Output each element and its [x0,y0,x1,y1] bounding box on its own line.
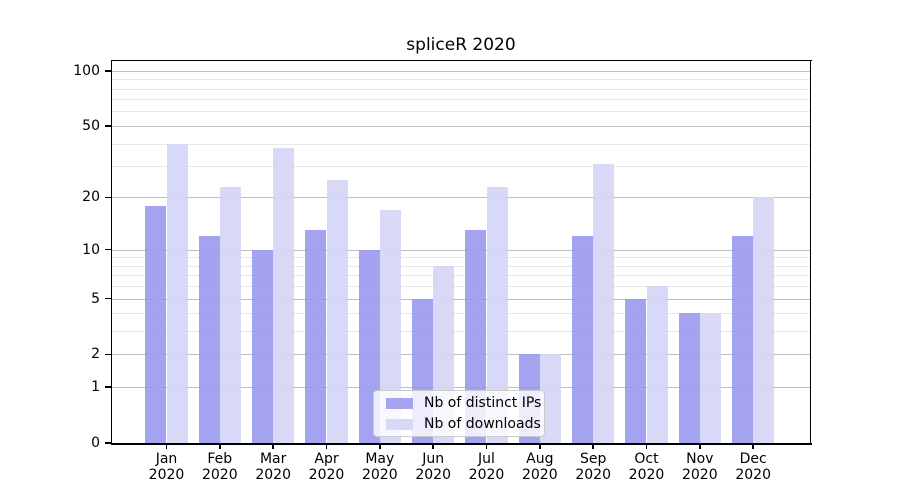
axis-spine-right [809,59,811,445]
bar-distinct-ips-sep-2020 [571,236,594,443]
x-tick-mark [539,444,541,449]
x-tick-label: Mar 2020 [255,451,291,483]
legend-label-distinct-ips: Nb of distinct IPs [424,394,542,411]
y-tick-mark [105,196,111,199]
bar-distinct-ips-mar-2020 [251,249,274,443]
bar-distinct-ips-jan-2020 [145,205,167,443]
legend-item-downloads: Nb of downloads [386,415,544,432]
gridline-major [112,197,810,199]
x-tick-label: Feb 2020 [201,451,238,483]
y-tick-label: 10 [82,241,100,258]
gridline-major [112,70,810,72]
gridline-major [112,298,810,300]
legend: Nb of distinct IPs Nb of downloads [373,390,545,437]
legend-label-downloads: Nb of downloads [424,415,541,432]
bar-downloads-feb-2020 [219,186,242,443]
bar-distinct-ips-apr-2020 [305,230,327,443]
x-tick-label: Nov 2020 [681,451,718,483]
y-tick-mark [105,248,111,251]
bar-downloads-aug-2020 [539,354,562,443]
chart-title: spliceR 2020 [406,35,516,55]
gridline-minor [112,166,810,167]
x-tick-mark [325,444,328,449]
y-tick-mark [105,125,111,127]
x-tick-mark [699,444,701,449]
y-tick-label: 5 [91,290,100,307]
x-tick-label: Aug 2020 [521,451,558,483]
gridline-minor [112,111,810,113]
y-tick-label: 2 [91,346,100,363]
y-tick-label: 1 [91,379,100,396]
gridline-minor [112,257,810,259]
bar-distinct-ips-dec-2020 [731,236,754,443]
gridline-minor [112,265,810,267]
bar-downloads-nov-2020 [699,313,722,443]
bar-distinct-ips-oct-2020 [625,298,647,443]
x-tick-mark [752,444,754,449]
y-tick-mark [105,297,111,300]
gridline-minor [112,331,810,333]
gridline-minor [112,275,810,277]
gridline-minor [112,286,810,288]
gridline-minor [112,88,810,90]
x-tick-label: May 2020 [361,451,398,483]
y-tick-label: 50 [82,117,100,134]
x-tick-label: Jan 2020 [148,451,185,483]
x-tick-mark [485,444,488,449]
gridline-major [112,125,810,127]
x-tick-label: Jun 2020 [415,451,451,483]
bar-downloads-jan-2020 [166,143,188,443]
y-tick-mark [105,70,111,72]
bar-downloads-apr-2020 [326,180,348,443]
axis-spine-bottom [110,443,812,445]
gridline-minor [112,143,810,145]
legend-swatch-downloads [386,418,413,430]
bar-downloads-sep-2020 [593,163,615,443]
axis-spine-top [110,59,812,61]
x-tick-mark [432,444,434,449]
bar-downloads-oct-2020 [646,286,668,443]
legend-item-distinct-ips: Nb of distinct IPs [386,394,544,411]
x-tick-mark [379,444,381,449]
x-tick-label: Sep 2020 [575,451,611,483]
bar-downloads-mar-2020 [273,147,295,443]
gridline-minor [112,79,810,81]
y-tick-label: 20 [82,189,100,206]
gridline-major [112,249,810,251]
bar-distinct-ips-jul-2020 [465,230,487,443]
gridline-minor [112,99,810,101]
y-tick-label: 100 [73,62,100,79]
axis-spine-left [110,59,112,445]
legend-swatch-distinct-ips [386,397,413,409]
y-tick-mark [105,353,111,356]
bar-downloads-dec-2020 [753,197,775,443]
y-tick-label: 0 [91,435,100,451]
gridline-major [112,387,810,389]
x-tick-mark [645,444,648,449]
gridline-minor [112,313,810,315]
x-tick-label: Jul 2020 [468,451,505,483]
bar-distinct-ips-nov-2020 [678,313,700,443]
y-tick-mark [105,442,111,444]
x-tick-label: Oct 2020 [628,451,665,483]
x-tick-label: Apr 2020 [308,451,345,483]
x-tick-mark [272,444,274,449]
bar-distinct-ips-feb-2020 [198,236,220,443]
y-tick-mark [105,386,111,388]
x-tick-mark [219,444,221,449]
gridline-major [112,354,810,356]
x-tick-mark [592,444,594,449]
bar-downloads-may-2020 [379,209,402,443]
x-tick-mark [165,444,168,449]
bar-downloads-jul-2020 [486,186,508,443]
plot-area [112,61,810,443]
x-tick-label: Dec 2020 [735,451,771,483]
